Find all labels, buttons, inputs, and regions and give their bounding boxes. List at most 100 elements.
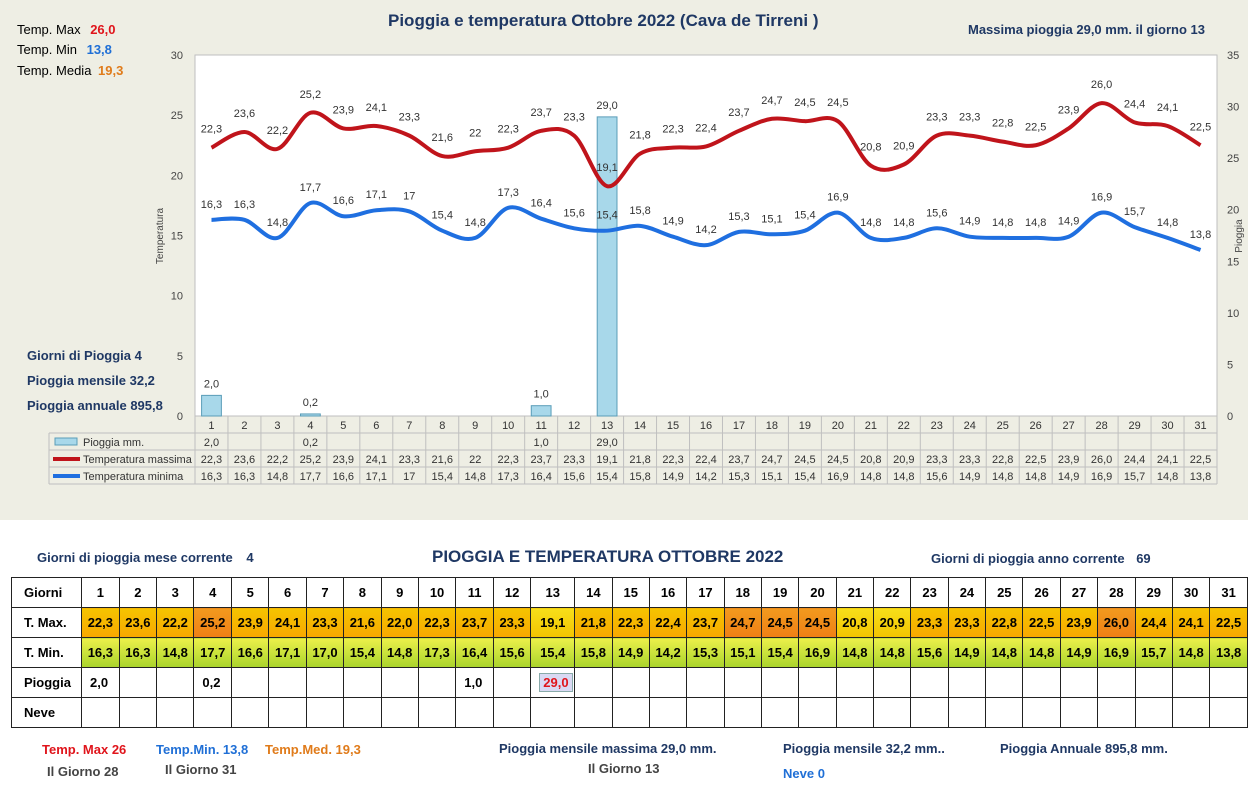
day-cell: 3 bbox=[156, 577, 195, 608]
tmin-label: Temp. Min bbox=[17, 42, 77, 57]
tmax-cell: 23,9 bbox=[231, 607, 270, 638]
tmin-legend-label: Temperatura minima bbox=[83, 471, 184, 483]
tmax-data-label: 23,3 bbox=[926, 112, 947, 124]
y-tick-label: 20 bbox=[171, 170, 183, 182]
tmax-data-label: 19,1 bbox=[596, 162, 617, 174]
tmax-line bbox=[210, 101, 1202, 189]
rain-cell bbox=[611, 667, 650, 698]
row-label: Giorni bbox=[10, 577, 83, 608]
tmax-data-label: 22,3 bbox=[497, 124, 518, 136]
day-cell: 31 bbox=[1209, 577, 1248, 608]
tmin-data-label: 15,7 bbox=[1124, 206, 1145, 218]
table-value: 14,2 bbox=[695, 471, 716, 483]
table-value: 21,6 bbox=[432, 454, 453, 466]
tmax-cell: 19,1 bbox=[530, 607, 576, 638]
tmin-cell: 15,4 bbox=[343, 637, 382, 668]
snow-cell bbox=[1059, 697, 1099, 728]
footer-tmin: Temp.Min. 13,8 bbox=[156, 742, 249, 757]
x-tick-label: 5 bbox=[340, 420, 346, 432]
tmax-data-label: 22,8 bbox=[992, 118, 1013, 130]
tmin-data-label: 14,8 bbox=[1025, 217, 1046, 229]
tmin-data-label: 14,8 bbox=[1157, 217, 1178, 229]
tmin-cell: 15,3 bbox=[686, 637, 725, 668]
tmax-cell: 22,5 bbox=[1022, 607, 1061, 638]
tmin-data-label: 17 bbox=[403, 190, 415, 202]
tmin-data-label: 14,8 bbox=[860, 217, 881, 229]
rain-cell bbox=[1171, 667, 1211, 698]
tmin-data-label: 14,8 bbox=[465, 217, 486, 229]
y2-tick-label: 30 bbox=[1227, 102, 1239, 114]
table-value: 16,9 bbox=[827, 471, 848, 483]
snow-cell bbox=[798, 697, 837, 728]
tmax-data-label: 26,0 bbox=[1091, 79, 1112, 91]
table-value: 2,0 bbox=[204, 437, 219, 449]
x-tick-label: 10 bbox=[502, 420, 514, 432]
day-cell: 4 bbox=[193, 577, 233, 608]
tmax-data-label: 23,3 bbox=[959, 112, 980, 124]
rain-days-year: Giorni di pioggia anno corrente 69 bbox=[931, 551, 1151, 566]
table-value: 23,7 bbox=[530, 454, 551, 466]
tmin-cell: 17,3 bbox=[417, 637, 457, 668]
tmin-data-label: 15,4 bbox=[794, 210, 815, 222]
x-tick-label: 14 bbox=[634, 420, 646, 432]
table-value: 16,9 bbox=[1091, 471, 1112, 483]
tmax-cell: 23,3 bbox=[305, 607, 345, 638]
table-value: 15,1 bbox=[761, 471, 782, 483]
table-value: 14,8 bbox=[1025, 471, 1046, 483]
day-cell: 19 bbox=[760, 577, 800, 608]
tmin-cell: 15,8 bbox=[574, 637, 613, 668]
rain-cell bbox=[1059, 667, 1099, 698]
footer-max-monthly-day: Il Giorno 13 bbox=[588, 761, 660, 776]
tmin-data-label: 14,9 bbox=[1058, 216, 1079, 228]
table-value: 15,6 bbox=[926, 471, 947, 483]
tmin-data-label: 15,1 bbox=[761, 213, 782, 225]
table-value: 25,2 bbox=[300, 454, 321, 466]
table-value: 22,5 bbox=[1025, 454, 1046, 466]
rain-days-month-value: 4 bbox=[246, 550, 254, 565]
x-tick-label: 16 bbox=[700, 420, 712, 432]
tmax-data-label: 24,5 bbox=[794, 97, 815, 109]
x-tick-label: 20 bbox=[832, 420, 844, 432]
table-value: 24,7 bbox=[761, 454, 782, 466]
rain-cell bbox=[1209, 667, 1248, 698]
table-value: 17,3 bbox=[497, 471, 518, 483]
tmax-data-label: 23,9 bbox=[333, 104, 354, 116]
table-value: 14,9 bbox=[959, 471, 980, 483]
tmin-data-label: 16,3 bbox=[201, 199, 222, 211]
table-value: 19,1 bbox=[596, 454, 617, 466]
monthly-rain-label: Pioggia mensile bbox=[27, 373, 126, 388]
table-value: 26,0 bbox=[1091, 454, 1112, 466]
day-cell: 25 bbox=[985, 577, 1024, 608]
rain-cell bbox=[268, 667, 307, 698]
table-value: 22 bbox=[469, 454, 481, 466]
snow-cell bbox=[1097, 697, 1136, 728]
tmax-cell: 22,0 bbox=[380, 607, 419, 638]
tmin-cell: 16,4 bbox=[455, 637, 494, 668]
tmax-data-label: 23,3 bbox=[399, 112, 420, 124]
tmax-cell: 24,5 bbox=[760, 607, 800, 638]
rain-days-value: 4 bbox=[134, 348, 142, 363]
day-cell: 30 bbox=[1171, 577, 1211, 608]
snow-row: Neve bbox=[10, 697, 1248, 728]
table-value: 15,6 bbox=[563, 471, 584, 483]
day-cell: 10 bbox=[417, 577, 457, 608]
y2-tick-label: 15 bbox=[1227, 256, 1239, 268]
tmin-data-label: 13,8 bbox=[1190, 229, 1211, 241]
tmax-label: Temp. Max bbox=[17, 22, 81, 37]
table-value: 0,2 bbox=[303, 437, 318, 449]
table-value: 16,6 bbox=[333, 471, 354, 483]
monthly-rain-stat: Pioggia mensile 32,2 bbox=[27, 373, 155, 388]
tmin-data-label: 17,3 bbox=[497, 187, 518, 199]
tmin-data-label: 15,4 bbox=[432, 210, 453, 222]
y2-axis-label: Pioggia bbox=[1234, 219, 1245, 253]
day-cell: 15 bbox=[611, 577, 650, 608]
x-tick-label: 13 bbox=[601, 420, 613, 432]
table-value: 23,3 bbox=[926, 454, 947, 466]
tmed-stat: Temp. Media 19,3 bbox=[17, 63, 123, 78]
rain-cell bbox=[910, 667, 949, 698]
table-value: 23,9 bbox=[333, 454, 354, 466]
tmin-data-label: 16,9 bbox=[827, 192, 848, 204]
max-rain-value: 29,0 bbox=[539, 673, 573, 692]
annual-rain-value: 895,8 bbox=[130, 398, 163, 413]
tmin-cell: 15,1 bbox=[723, 637, 762, 668]
